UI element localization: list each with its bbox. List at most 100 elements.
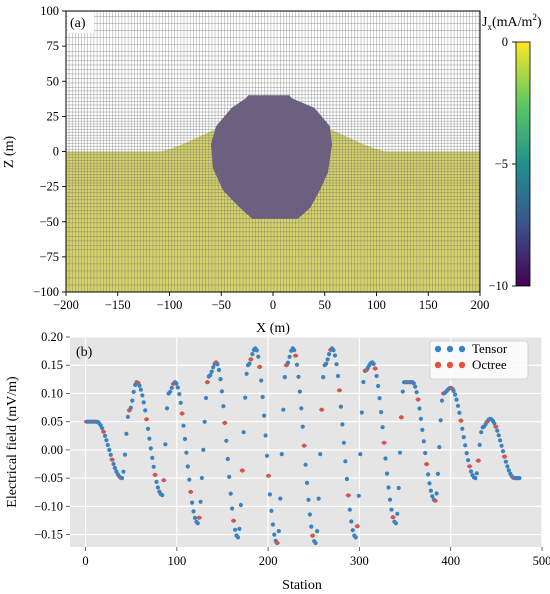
tensor-point (185, 464, 190, 469)
octree-point (381, 441, 387, 445)
tensor-point (238, 502, 243, 508)
tensor-point (199, 475, 204, 481)
tensor-point (499, 443, 504, 448)
tensor-point (192, 515, 198, 521)
tensor-point (397, 450, 403, 455)
tensor-point (282, 375, 287, 380)
tensor-point (263, 433, 268, 438)
tensor-point (279, 452, 284, 457)
tensor-point (100, 426, 105, 431)
tensor-point (321, 375, 326, 380)
panel-b-x-ticks: 0 100 200 300 400 500 (82, 547, 550, 568)
y-tick-label: 0.20 (41, 330, 63, 344)
colorbar-tick-label: −10 (488, 279, 508, 293)
panel-b-points (83, 346, 522, 546)
tensor-point (216, 367, 222, 373)
tensor-point (164, 406, 170, 411)
octree-point (424, 462, 430, 466)
tensor-point (211, 365, 216, 370)
tensor-point (379, 410, 384, 415)
colorbar-label-unit: (mA/m (492, 15, 533, 30)
tensor-point (421, 439, 426, 444)
tensor-point (140, 393, 145, 398)
tensor-point (304, 480, 310, 485)
tensor-point (453, 392, 458, 397)
panel-a-tag: (a) (70, 16, 86, 31)
y-tick-label: 0.10 (41, 386, 63, 400)
tensor-point (500, 449, 506, 454)
tensor-point (241, 430, 246, 435)
tensor-point (389, 507, 394, 512)
tensor-point (247, 361, 252, 366)
tensor-point (306, 497, 311, 502)
tensor-point (340, 422, 345, 427)
tensor-point (174, 381, 179, 386)
panel-a-tag-box (68, 12, 94, 33)
x-tick-label: 0 (82, 554, 88, 568)
octree-point (354, 524, 360, 528)
tensor-point (230, 506, 235, 511)
tensor-point (423, 450, 428, 456)
heatmap-mesh (66, 11, 480, 292)
tensor-point (225, 456, 230, 462)
tensor-point (466, 458, 471, 463)
tensor-point (228, 491, 233, 496)
y-tick-label: 75 (47, 39, 60, 53)
tensor-point (137, 383, 142, 388)
octree-point (467, 464, 473, 468)
tensor-point (439, 398, 445, 403)
tensor-point (396, 485, 401, 491)
tensor-point (451, 388, 456, 393)
tensor-point (492, 421, 497, 426)
octree-point (390, 515, 396, 519)
y-tick-label: 50 (47, 74, 60, 88)
x-tick-label: 100 (367, 298, 386, 312)
tensor-point (318, 452, 323, 457)
legend-marker (446, 345, 454, 353)
tensor-point (384, 471, 390, 476)
tensor-point (198, 499, 203, 504)
tensor-point (474, 471, 479, 476)
tensor-point (307, 512, 312, 517)
octree-point (188, 490, 194, 494)
tensor-point (303, 462, 308, 467)
tensor-point (503, 459, 508, 464)
tensor-point (309, 524, 314, 529)
tensor-point (254, 348, 259, 353)
octree-point (101, 430, 107, 434)
tensor-point (414, 390, 419, 395)
tensor-point (296, 374, 301, 379)
x-tick-label: 400 (441, 554, 460, 568)
octree-point (336, 388, 342, 392)
tensor-point (498, 438, 503, 443)
octree-point (501, 455, 508, 459)
x-tick-label: 300 (350, 554, 369, 568)
tensor-point (151, 464, 156, 469)
tensor-point (377, 396, 382, 401)
panel-b-y-ticks: 0.20 0.15 0.10 0.05 0.00 −0.05 −0.10 −0.15 (34, 330, 70, 542)
tensor-point (190, 500, 195, 505)
octree-point (196, 516, 202, 520)
tensor-point (177, 392, 182, 397)
tensor-point (437, 445, 442, 450)
colorbar-tick-label: −5 (495, 157, 508, 171)
tensor-point (344, 476, 349, 482)
tensor-point (341, 440, 346, 445)
panel-b-y-label: Electrical field (mV/m) (5, 376, 20, 508)
tensor-point (426, 472, 431, 477)
tensor-point (473, 476, 478, 481)
tensor-point (294, 362, 300, 367)
octree-point (493, 425, 499, 429)
tensor-point (299, 406, 304, 411)
tensor-point (184, 450, 189, 455)
tensor-point (119, 476, 125, 481)
x-tick-label: 50 (319, 298, 332, 312)
y-tick-label: −75 (39, 250, 59, 264)
octree-point (398, 415, 404, 419)
tensor-point (148, 446, 153, 451)
tensor-point (281, 407, 286, 412)
panel-a-y-label: Z (m) (2, 136, 17, 169)
tensor-point (380, 425, 385, 430)
colorbar-label-sub: x (487, 22, 492, 32)
